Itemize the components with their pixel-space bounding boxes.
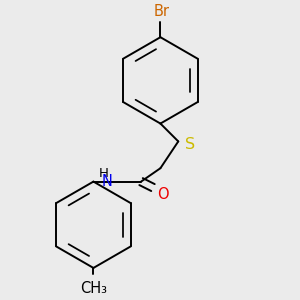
Text: N: N: [102, 174, 113, 189]
Text: S: S: [185, 137, 195, 152]
Text: CH₃: CH₃: [80, 281, 107, 296]
Text: H: H: [98, 167, 108, 180]
Text: O: O: [158, 188, 169, 202]
Text: Br: Br: [154, 4, 170, 20]
